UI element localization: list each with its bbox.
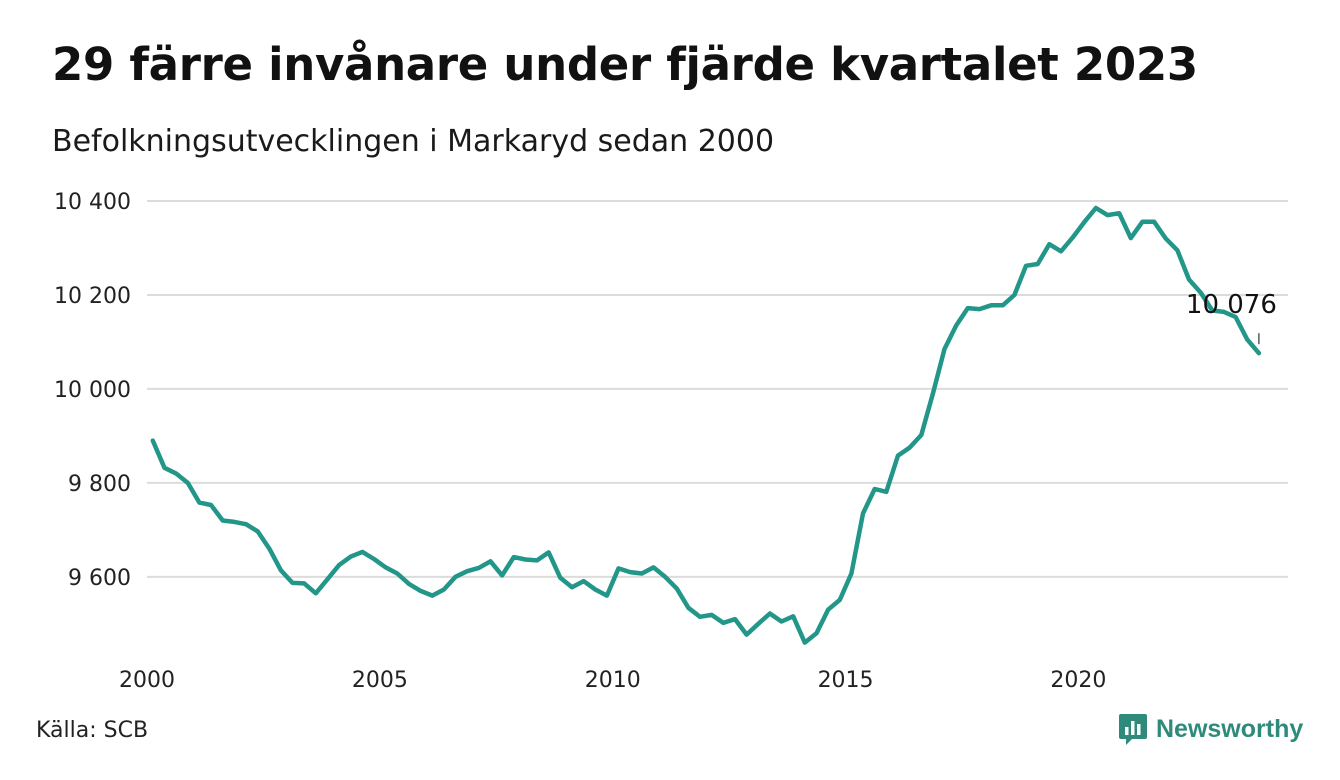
- y-tick-label: 9 800: [68, 472, 131, 497]
- line-chart: 9 600 9 800 10 000 10 200 10 400 2000 2005 201…: [54, 190, 1288, 693]
- series-line: [150, 205, 1262, 645]
- x-tick-label: 2000: [119, 668, 175, 693]
- y-tick-label: 10 000: [54, 378, 131, 403]
- y-tick-label: 10 400: [54, 190, 131, 215]
- x-tick-label: 2020: [1050, 668, 1106, 693]
- newsworthy-logo-icon: [1119, 714, 1147, 745]
- x-tick-label: 2010: [585, 668, 641, 693]
- chart-title: 29 färre invånare under fjärde kvartalet…: [52, 38, 1198, 91]
- gridlines: [147, 200, 1288, 578]
- chart-subtitle: Befolkningsutvecklingen i Markaryd sedan…: [52, 124, 775, 159]
- series-layer: [150, 205, 1262, 645]
- y-tick-label: 10 200: [54, 284, 131, 309]
- brand-logo[interactable]: Newsworthy: [1118, 712, 1303, 746]
- y-axis-ticks: 9 600 9 800 10 000 10 200 10 400: [54, 190, 131, 591]
- x-axis-ticks: 2000 2005 2010 2015 2020: [119, 668, 1106, 693]
- last-value-label: 10 076: [1186, 290, 1277, 320]
- last-value-annotation: 10 076: [1186, 290, 1277, 345]
- x-tick-label: 2015: [818, 668, 874, 693]
- source-note: Källa: SCB: [36, 718, 149, 743]
- x-tick-label: 2005: [352, 668, 408, 693]
- brand-name: Newsworthy: [1156, 714, 1304, 743]
- y-tick-label: 9 600: [68, 566, 131, 591]
